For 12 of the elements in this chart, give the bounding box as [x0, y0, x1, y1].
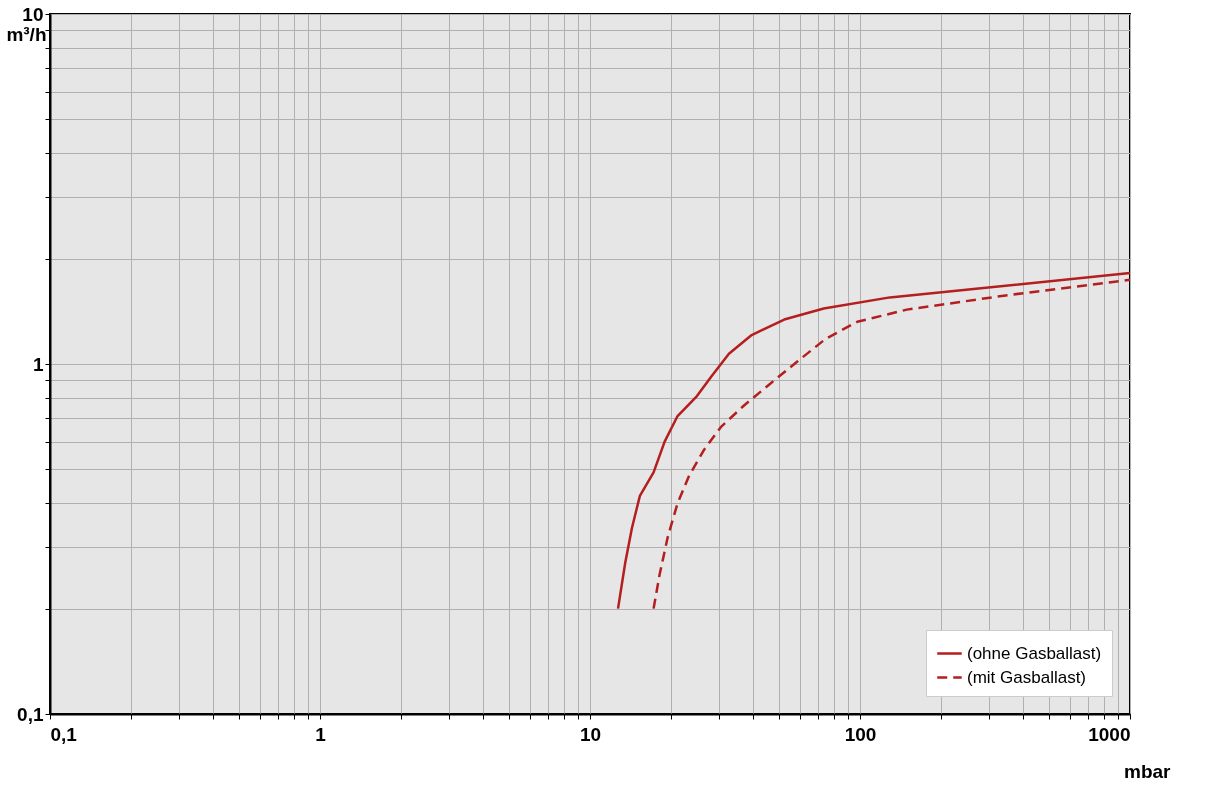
legend-label: (ohne Gasballast) — [967, 643, 1102, 663]
x-tick-label: 100 — [844, 723, 877, 745]
y-tick-label: 1 — [32, 353, 44, 375]
x-tick-label: 0,1 — [50, 723, 78, 745]
x-tick-label: 1 — [315, 723, 327, 745]
legend-label: (mit Gasballast) — [967, 667, 1087, 687]
x-tick-label: 1000 — [1088, 723, 1131, 745]
x-axis-title: mbar — [1124, 760, 1172, 782]
y-axis-title: m³/h — [6, 23, 47, 45]
y-tick-label: 0,1 — [17, 703, 44, 725]
x-tick-label: 10 — [579, 723, 602, 745]
y-tick-label: 10 — [22, 3, 44, 25]
